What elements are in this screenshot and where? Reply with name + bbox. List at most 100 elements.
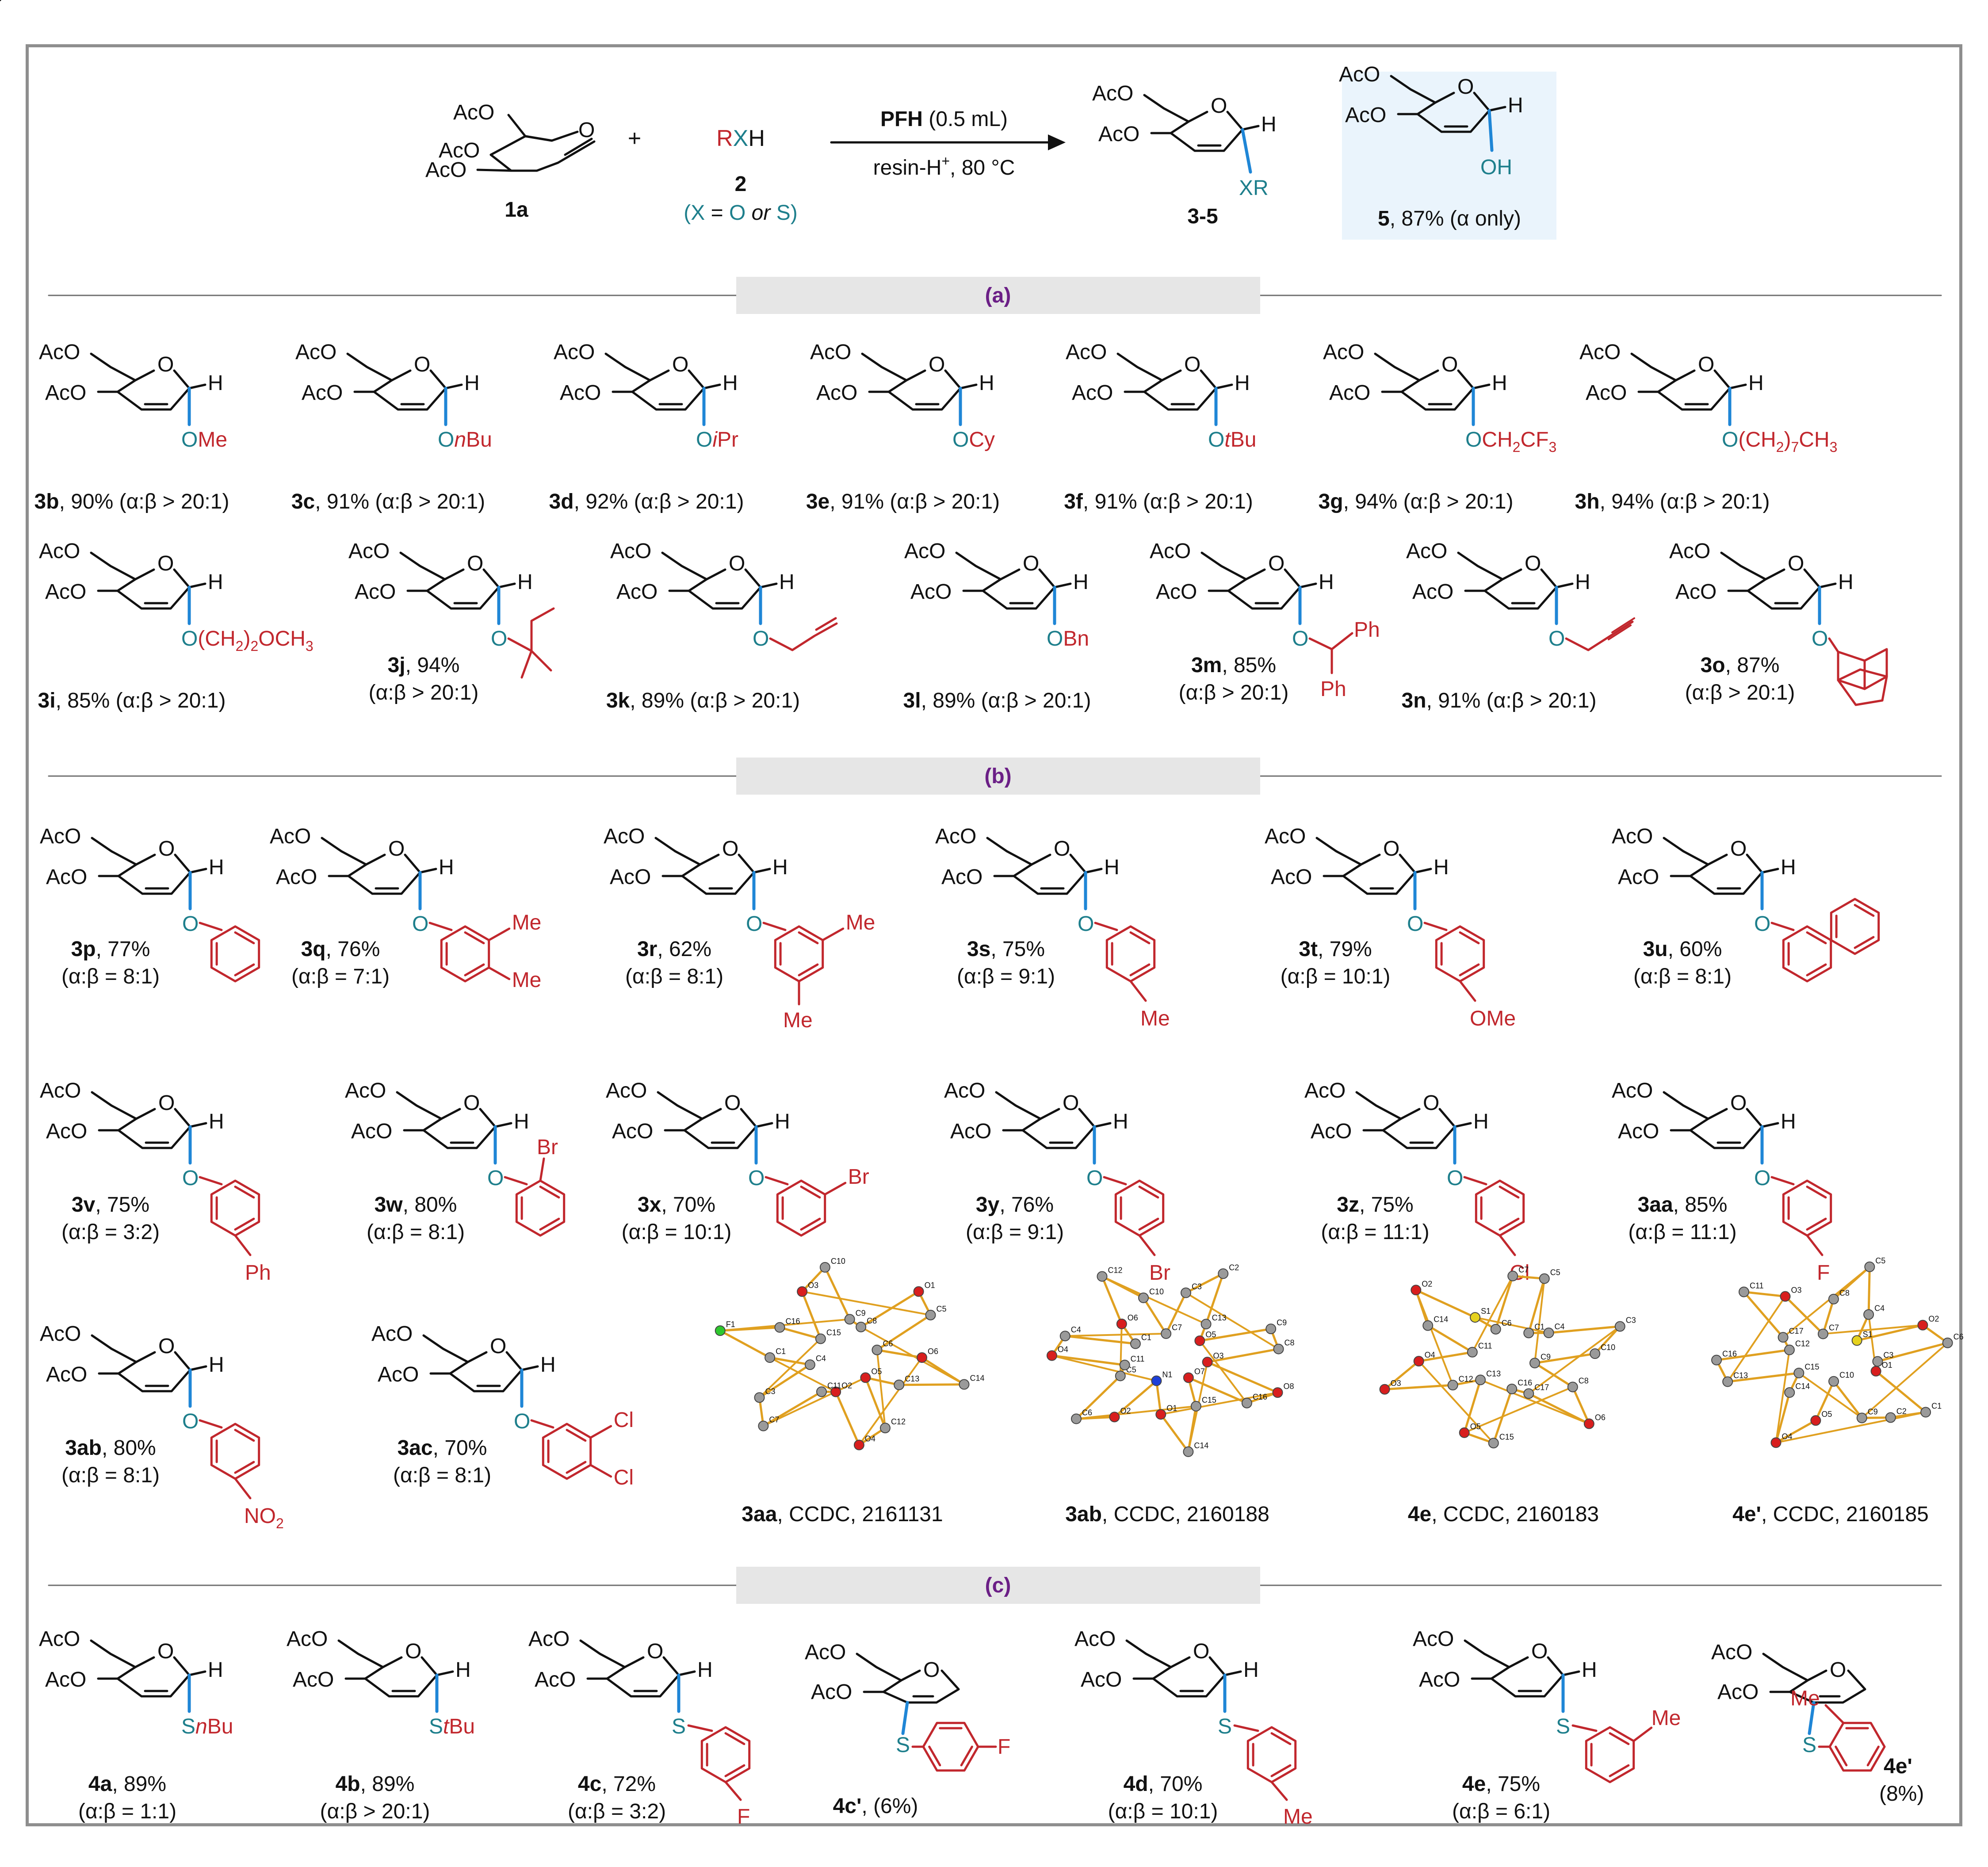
ch2-bond — [654, 837, 701, 866]
atom — [797, 1286, 808, 1297]
text-part: O — [438, 428, 454, 451]
atom — [1738, 1286, 1749, 1297]
ch2-bond — [91, 837, 138, 866]
ring-bond — [887, 369, 962, 411]
compound-label: 3s, 75% — [967, 937, 1045, 961]
crystal-bond — [801, 1290, 822, 1340]
acetoxy-group: AcO — [1339, 63, 1380, 86]
bond — [1499, 1234, 1516, 1256]
atom — [1828, 1293, 1839, 1305]
aryl-bond — [199, 1419, 223, 1429]
atom-label: C11 — [827, 1381, 841, 1390]
ch2-bond — [1720, 551, 1767, 581]
bond — [234, 1477, 252, 1500]
section-band — [736, 758, 1260, 795]
crystal-bond — [1798, 1372, 1863, 1419]
anomeric-h: H — [439, 856, 454, 879]
anomeric-h: H — [1319, 570, 1334, 594]
atom — [715, 1325, 726, 1336]
compound-3w: AcO O AcO H O Br 3w, 80% (α:β = 8:1) — [0, 0, 566, 1244]
compound-id: 3r — [637, 937, 657, 961]
crystal-bond — [1474, 1316, 1550, 1334]
compound-3j: AcO O AcO H O 3j, 94% (α:β > 20:1) — [0, 0, 555, 704]
bond — [1472, 383, 1491, 390]
atom — [1722, 1376, 1733, 1387]
compound-id: 3aa — [742, 1503, 777, 1526]
acetoxy-group: AcO — [348, 539, 390, 563]
substituent: O(CH2)7CH3 — [1722, 428, 1837, 455]
text-part: NO — [244, 1504, 276, 1528]
crystal-bond — [864, 1376, 887, 1429]
anomeric-h: H — [209, 1353, 224, 1377]
atom-label: C4 — [1071, 1325, 1081, 1334]
crystal-bond — [768, 1356, 811, 1366]
ch2-bond — [579, 1639, 626, 1668]
atom-label: C14 — [1795, 1382, 1810, 1391]
atom-label: O4 — [1425, 1351, 1435, 1359]
section-a-header: (a) — [48, 277, 1942, 314]
ring-bond — [631, 369, 705, 411]
atom-label: C7 — [769, 1416, 779, 1424]
aryl-bond — [504, 1176, 528, 1186]
text-part: S — [181, 1715, 195, 1738]
atom — [1784, 1387, 1795, 1398]
acetoxy-group: AcO — [528, 1627, 570, 1651]
crystal-bond — [1814, 1380, 1835, 1422]
crystal-bond — [1594, 1325, 1621, 1355]
atom — [1272, 1387, 1283, 1398]
compound-yield: , 89% — [112, 1772, 166, 1796]
atom — [1828, 1376, 1839, 1387]
bond — [419, 868, 437, 874]
ring-bond — [688, 568, 726, 592]
crystal-bond — [1160, 1392, 1279, 1416]
atom — [1872, 1356, 1883, 1367]
atom — [1810, 1415, 1821, 1426]
sulfur: S — [1556, 1715, 1570, 1738]
atom — [1942, 1337, 1953, 1348]
compound-yield: , 94% (α:β > 20:1) — [1343, 490, 1514, 513]
acetoxy-group: AcO — [355, 580, 396, 604]
sulfur: S — [1802, 1733, 1816, 1757]
acetoxy-group: AcO — [371, 1322, 413, 1346]
text-part: 7 — [1791, 439, 1799, 455]
sulfur: S — [1218, 1715, 1232, 1738]
compound-label: 3n, 91% (α:β > 20:1) — [1402, 689, 1597, 712]
acetoxy-group: AcO — [1717, 1680, 1759, 1704]
crystal-bond — [1784, 1295, 1824, 1335]
bond — [724, 1781, 742, 1801]
text-part: , 87% (α only) — [1390, 207, 1521, 230]
ring-bond — [116, 1656, 155, 1680]
benzene-ring — [1830, 898, 1880, 955]
acetoxy-group: AcO — [1098, 122, 1139, 146]
atom-label: C4 — [1874, 1304, 1885, 1313]
aromatic-bond — [234, 1429, 255, 1442]
atom-label: C12 — [1108, 1266, 1122, 1274]
ccdc-number: , CCDC, 2161131 — [777, 1503, 943, 1526]
text-part: Bu — [449, 1715, 475, 1738]
atom-label: C15 — [1202, 1396, 1216, 1404]
crystal-bond — [1571, 1385, 1590, 1425]
glycosidic-bond — [1487, 109, 1494, 152]
selectivity-ratio: (α:β = 8:1) — [625, 965, 723, 988]
atom-label: O3 — [1213, 1351, 1224, 1360]
text-part: 2 — [1776, 439, 1784, 455]
ring-bond — [117, 1108, 191, 1149]
ring-bond — [606, 1656, 645, 1680]
crystal-bond — [1527, 1277, 1546, 1334]
ring-bond — [1689, 1108, 1728, 1132]
substituent: Cl — [614, 1466, 634, 1489]
aromatic-bond — [960, 1745, 973, 1767]
acetoxy-group: AcO — [616, 580, 658, 604]
atom — [1817, 1328, 1828, 1339]
substituent: Me — [783, 1009, 813, 1032]
atom-label: C8 — [867, 1316, 877, 1325]
acetoxy-group: AcO — [40, 1322, 81, 1346]
ring-bond — [426, 568, 465, 592]
benzene-ring — [1435, 925, 1485, 983]
bond — [188, 582, 206, 589]
acetoxy-group: AcO — [1612, 825, 1653, 848]
compound-3m: AcO O AcO H O Ph Ph 3m, 85% (α:β > 20:1) — [0, 0, 1380, 704]
atom-label: O6 — [1128, 1313, 1138, 1322]
